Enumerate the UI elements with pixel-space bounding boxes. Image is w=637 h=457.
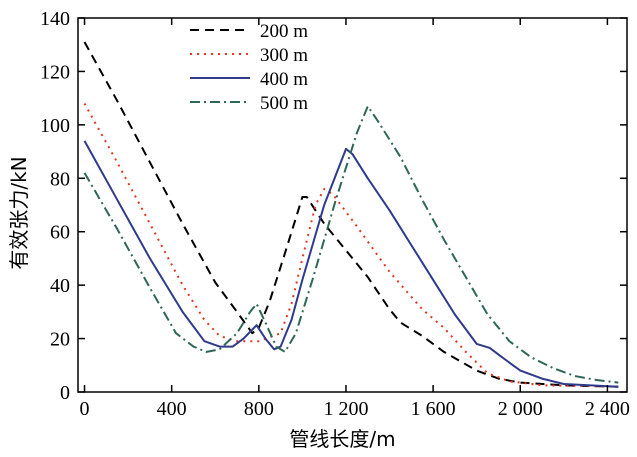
x-tick-label: 2 000 xyxy=(498,398,543,420)
x-tick-label: 2 400 xyxy=(585,398,630,420)
x-tick-label: 800 xyxy=(244,398,274,420)
legend-label-4: 500 m xyxy=(260,93,308,114)
y-tick-label: 0 xyxy=(60,382,70,404)
x-tick-label: 1 600 xyxy=(411,398,456,420)
series-line-2 xyxy=(83,103,619,388)
y-tick-label: 120 xyxy=(40,61,70,83)
y-tick-label: 20 xyxy=(50,329,70,351)
y-tick-label: 140 xyxy=(40,8,70,30)
series-line-4 xyxy=(83,105,619,384)
legend-label-1: 200 m xyxy=(260,21,308,42)
y-tick-label: 80 xyxy=(50,168,70,190)
legend: 200 m 300 m 400 m 500 m xyxy=(190,21,308,114)
x-axis-title: 管线长度/m xyxy=(289,427,395,451)
x-tick-label: 1 200 xyxy=(323,398,368,420)
y-tick-label: 60 xyxy=(50,222,70,244)
y-tick-label: 40 xyxy=(50,275,70,297)
series-line-1 xyxy=(83,41,619,388)
y-axis-title: 有效张力/kN xyxy=(7,156,31,269)
series-line-3 xyxy=(83,140,619,388)
y-tick-label: 100 xyxy=(40,115,70,137)
legend-label-3: 400 m xyxy=(260,69,308,90)
x-tick-label: 400 xyxy=(157,398,187,420)
plot-frame xyxy=(77,17,628,393)
legend-label-2: 300 m xyxy=(260,45,308,66)
x-tick-label: 0 xyxy=(80,398,90,420)
series-layer xyxy=(83,41,619,388)
ticks-layer: 0 400 800 1 200 1 600 2 000 2 400 0 20 40 60 80 100 1… xyxy=(40,8,630,420)
